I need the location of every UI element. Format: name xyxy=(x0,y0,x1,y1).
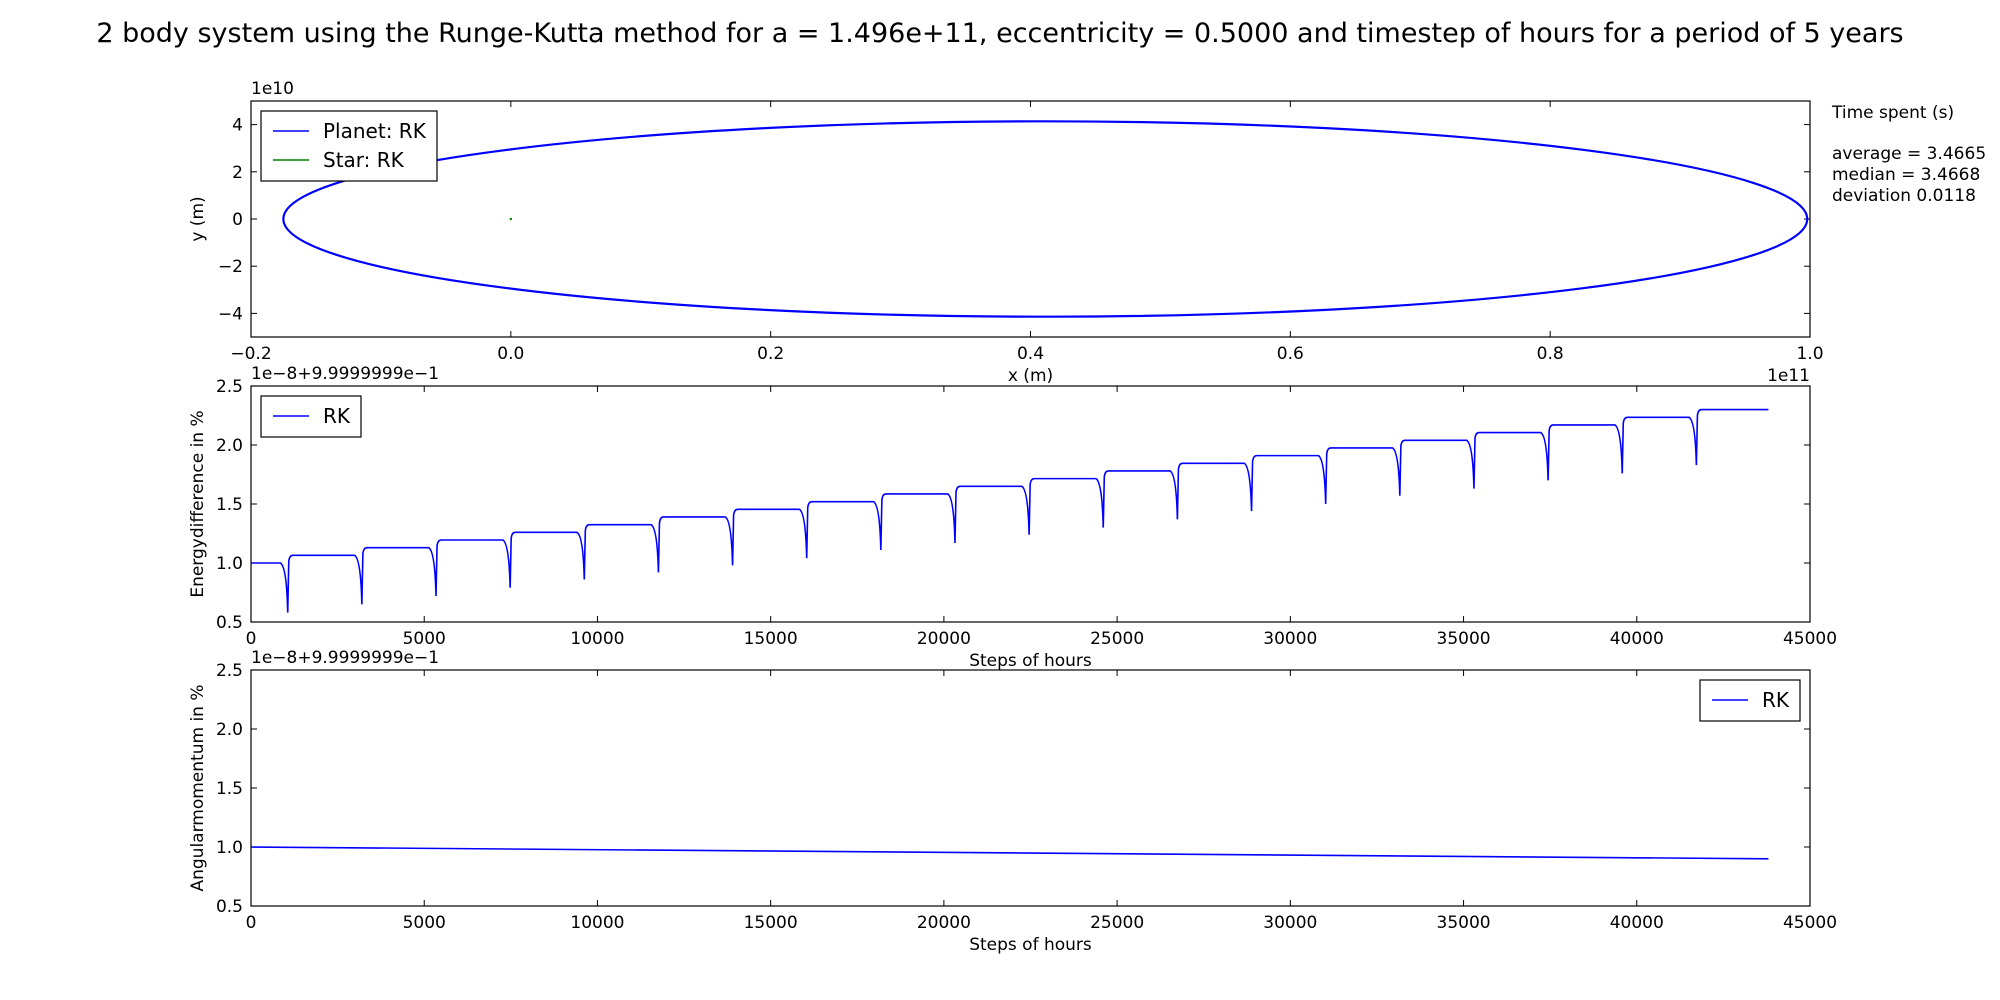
orbit-y-offset-label: 1e10 xyxy=(251,79,294,99)
angular-momentum-xtick-label: 15000 xyxy=(744,913,798,933)
angular-momentum-ytick-label: 0.5 xyxy=(216,897,243,917)
energy-xtick-label: 40000 xyxy=(1610,629,1664,649)
energy-xtick-label: 0 xyxy=(246,629,257,649)
figure-title: 2 body system using the Runge-Kutta meth… xyxy=(96,18,1903,49)
angular-momentum-panel: 0 5000 10000 15000 20000 25000 30000 35000 40000… xyxy=(188,648,1837,955)
orbit-xtick-label: 0.8 xyxy=(1537,344,1564,364)
angular-momentum-ytick-label: 2.0 xyxy=(216,720,243,740)
energy-y-offset-label: 1e−8+9.9999999e−1 xyxy=(251,364,439,384)
orbit-xtick-label: 0.2 xyxy=(757,344,784,364)
angular-momentum-legend-label: RK xyxy=(1762,688,1790,712)
energy-legend-label: RK xyxy=(323,404,351,428)
angular-momentum-ylabel: Angularmomentum in % xyxy=(188,684,208,891)
energy-ylabel: Energydifference in % xyxy=(188,410,208,597)
angular-momentum-xtick-label: 40000 xyxy=(1610,913,1664,933)
energy-xtick-label: 10000 xyxy=(570,629,624,649)
time-spent-info: Time spent (s) average = 3.4665 median =… xyxy=(1831,103,1986,206)
energy-axes-frame xyxy=(250,385,1811,623)
time-spent-deviation: deviation 0.0118 xyxy=(1832,186,1976,206)
angular-momentum-xlabel: Steps of hours xyxy=(969,935,1092,955)
angular-momentum-xtick-label: 5000 xyxy=(403,913,446,933)
energy-xtick-label: 25000 xyxy=(1090,629,1144,649)
angular-momentum-ytick-label: 1.0 xyxy=(216,838,243,858)
energy-xtick-label: 30000 xyxy=(1263,629,1317,649)
orbit-legend: Planet: RK Star: RK xyxy=(260,110,438,182)
orbit-axes-frame xyxy=(250,100,1811,338)
angular-momentum-axes-frame xyxy=(250,669,1811,907)
energy-ytick-label: 2.5 xyxy=(216,377,243,397)
orbit-panel: −0.2 0.0 0.2 0.4 0.6 0.8 1.0 −4 −2 0 2 4 x (m) y (m) 1… xyxy=(188,79,1824,386)
angular-momentum-xtick-label: 35000 xyxy=(1437,913,1491,933)
energy-xtick-label: 20000 xyxy=(917,629,971,649)
angular-momentum-legend: RK xyxy=(1699,679,1801,722)
orbit-x-offset-label: 1e11 xyxy=(1767,366,1810,386)
orbit-ytick-label: −4 xyxy=(218,304,243,324)
energy-ytick-label: 1.0 xyxy=(216,554,243,574)
orbit-ytick-label: 4 xyxy=(232,116,243,136)
orbit-xtick-label: 0.0 xyxy=(497,344,524,364)
energy-xtick-label: 5000 xyxy=(403,629,446,649)
time-spent-average: average = 3.4665 xyxy=(1832,144,1986,164)
time-spent-median: median = 3.4668 xyxy=(1832,165,1980,185)
orbit-xtick-label: −0.2 xyxy=(230,344,271,364)
time-spent-heading: Time spent (s) xyxy=(1831,103,1954,123)
angular-momentum-y-offset-label: 1e−8+9.9999999e−1 xyxy=(251,648,439,668)
orbit-xlabel: x (m) xyxy=(1008,366,1053,386)
orbit-ytick-label: −2 xyxy=(218,257,243,277)
angular-momentum-xtick-label: 10000 xyxy=(570,913,624,933)
energy-panel: 0 5000 10000 15000 20000 25000 30000 35000 40000… xyxy=(188,364,1837,671)
energy-xtick-label: 45000 xyxy=(1783,629,1837,649)
orbit-ytick-label: 0 xyxy=(232,210,243,230)
angular-momentum-ytick-label: 1.5 xyxy=(216,779,243,799)
planet-orbit-line xyxy=(282,120,1809,318)
energy-xtick-label: 35000 xyxy=(1437,629,1491,649)
orbit-legend-box xyxy=(260,110,438,182)
angular-momentum-line xyxy=(251,846,1769,860)
orbit-legend-label: Star: RK xyxy=(323,148,405,172)
orbit-xtick-label: 0.6 xyxy=(1277,344,1304,364)
energy-ytick-label: 0.5 xyxy=(216,613,243,633)
angular-momentum-xtick-label: 0 xyxy=(246,913,257,933)
energy-ytick-label: 1.5 xyxy=(216,495,243,515)
angular-momentum-xtick-label: 20000 xyxy=(917,913,971,933)
angular-momentum-xtick-label: 45000 xyxy=(1783,913,1837,933)
angular-momentum-ytick-label: 2.5 xyxy=(216,661,243,681)
orbit-xtick-label: 0.4 xyxy=(1017,344,1044,364)
orbit-ytick-label: 2 xyxy=(232,163,243,183)
energy-xlabel: Steps of hours xyxy=(969,651,1092,671)
angular-momentum-xtick-label: 30000 xyxy=(1263,913,1317,933)
orbit-xtick-label: 1.0 xyxy=(1796,344,1823,364)
energy-difference-line xyxy=(251,408,1769,613)
star-position-point xyxy=(509,217,513,221)
energy-legend: RK xyxy=(260,395,362,438)
orbit-ylabel: y (m) xyxy=(188,196,208,241)
angular-momentum-xtick-label: 25000 xyxy=(1090,913,1144,933)
energy-xtick-label: 15000 xyxy=(744,629,798,649)
orbit-legend-label: Planet: RK xyxy=(323,119,427,143)
energy-ytick-label: 2.0 xyxy=(216,436,243,456)
